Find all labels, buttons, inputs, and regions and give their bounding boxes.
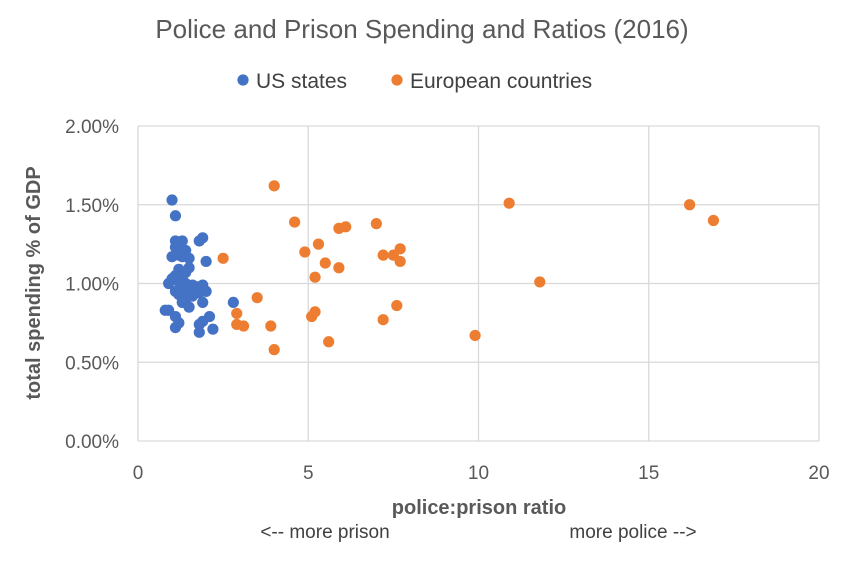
data-point — [503, 197, 515, 209]
data-point — [169, 322, 182, 334]
data-point — [231, 307, 243, 320]
data-point — [323, 336, 335, 348]
chart-title: Police and Prison Spending and Ratios (2… — [155, 14, 688, 44]
data-point — [207, 323, 219, 335]
x-axis-title: police:prison ratio — [392, 497, 566, 519]
data-point — [333, 262, 345, 274]
data-point — [217, 252, 229, 264]
data-point — [197, 232, 209, 244]
data-point — [197, 296, 209, 308]
data-point — [391, 299, 403, 312]
european-countries-series — [217, 180, 720, 356]
data-point — [377, 314, 389, 326]
data-point — [289, 216, 301, 228]
y-axis-title: total spending % of GDP — [23, 166, 45, 399]
data-point — [183, 252, 195, 264]
data-point — [166, 251, 178, 263]
data-point — [306, 310, 318, 323]
legend: US states European countries — [237, 70, 592, 93]
data-point — [312, 238, 325, 250]
data-point — [534, 276, 546, 288]
x-tick-label: 5 — [303, 463, 314, 484]
data-point — [377, 249, 389, 261]
x-axis-ticks: 0 5 10 15 20 — [133, 463, 830, 484]
y-tick-label: 1.50% — [65, 196, 119, 217]
data-point — [251, 292, 263, 304]
data-point — [237, 320, 250, 332]
data-point — [265, 320, 277, 332]
y-axis-ticks: 0.00% 0.50% 1.00% 1.50% 2.00% — [65, 117, 119, 453]
x-tick-label: 10 — [468, 463, 489, 484]
x-tick-label: 15 — [638, 463, 659, 484]
x-tick-label: 20 — [808, 463, 829, 484]
data-point — [268, 180, 280, 192]
y-tick-label: 2.00% — [65, 117, 119, 138]
data-point — [469, 329, 481, 342]
data-point — [183, 301, 195, 313]
data-point — [309, 271, 321, 283]
data-point — [707, 214, 720, 227]
us-states-series — [159, 194, 239, 338]
legend-label: European countries — [410, 70, 592, 93]
data-point — [193, 318, 205, 331]
y-tick-label: 1.00% — [65, 275, 119, 296]
legend-marker — [391, 74, 403, 86]
legend-label: US states — [256, 70, 347, 93]
more-police-annotation: more police --> — [569, 522, 696, 543]
y-tick-label: 0.50% — [65, 353, 119, 374]
data-point — [684, 199, 696, 211]
data-point — [394, 255, 406, 268]
data-point — [370, 218, 382, 230]
x-tick-label: 0 — [133, 463, 144, 484]
data-point — [163, 277, 175, 290]
data-point — [299, 246, 311, 258]
data-point — [166, 194, 178, 206]
data-point — [193, 326, 205, 338]
data-point — [319, 257, 331, 269]
data-point — [227, 296, 239, 308]
data-points — [159, 180, 720, 356]
more-prison-annotation: <-- more prison — [260, 522, 389, 543]
data-point — [169, 210, 182, 222]
data-point — [340, 221, 352, 233]
data-point — [200, 255, 212, 268]
gridlines — [137, 125, 820, 442]
y-tick-label: 0.00% — [65, 432, 119, 453]
legend-marker — [237, 74, 249, 86]
data-point — [268, 344, 280, 356]
